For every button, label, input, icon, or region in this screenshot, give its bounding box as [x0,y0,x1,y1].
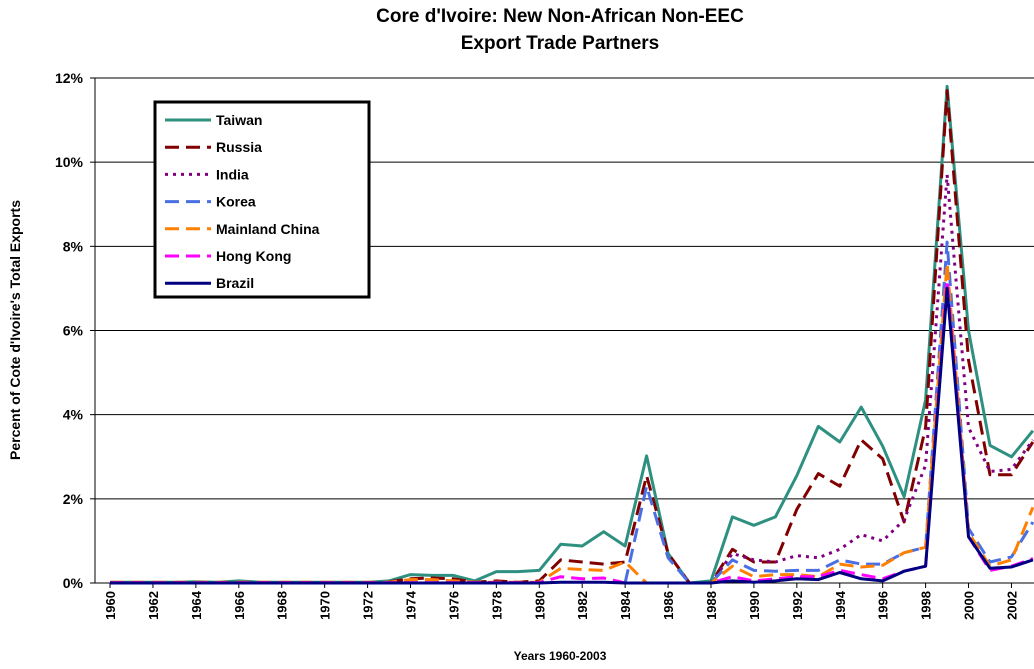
y-tick-label: 4% [63,407,84,423]
x-tick-label: 1978 [489,591,504,620]
legend-label: Hong Kong [216,248,291,264]
x-tick-label: 1980 [532,591,547,620]
x-tick-label: 1968 [275,591,290,620]
x-axis-label: Years 1960-2003 [514,649,607,663]
x-tick-label: 1970 [318,591,333,620]
legend-label: India [216,166,249,182]
series-line [110,261,1034,585]
y-tick-label: 12% [55,70,84,86]
chart-title: Export Trade Partners [461,33,660,54]
x-tick-label: 1992 [790,591,805,620]
x-tick-label: 1986 [661,591,676,620]
x-tick-label: 1960 [103,591,118,620]
y-axis-label: Percent of Cote d'Ivoire's Total Exports [7,200,23,460]
x-tick-label: 1966 [232,591,247,620]
x-tick-label: 2000 [962,591,977,620]
x-tick-label: 1982 [575,591,590,620]
x-tick-label: 1962 [146,591,161,620]
legend-label: Russia [216,139,262,155]
y-tick-label: 0% [63,575,84,591]
series-line [623,240,1034,585]
x-tick-label: 1996 [876,591,891,620]
series-line [110,286,1034,585]
y-tick-label: 10% [55,154,84,170]
legend-label: Brazil [216,275,254,291]
legend-label: Korea [216,194,256,210]
x-tick-label: 1974 [404,590,419,620]
x-tick-label: 1998 [919,591,934,620]
x-tick-label: 1972 [361,591,376,620]
x-tick-label: 2002 [1004,591,1019,620]
y-tick-label: 2% [63,491,84,507]
legend-label: Mainland China [216,221,320,237]
series-line [709,173,1034,584]
x-tick-label: 1984 [618,590,633,620]
x-tick-label: 1988 [704,591,719,620]
x-tick-label: 1976 [446,591,461,620]
x-tick-label: 1964 [189,590,204,620]
x-tick-label: 1990 [747,591,762,620]
y-tick-label: 8% [63,238,84,254]
legend-box [153,100,371,299]
x-tick-label: 1994 [833,590,848,620]
series-line [110,278,1034,585]
chart-title: Core d'Ivoire: New Non-African Non-EEC [376,6,744,27]
legend-label: Taiwan [216,112,262,128]
y-tick-label: 6% [63,323,84,339]
series-line [388,89,1034,585]
